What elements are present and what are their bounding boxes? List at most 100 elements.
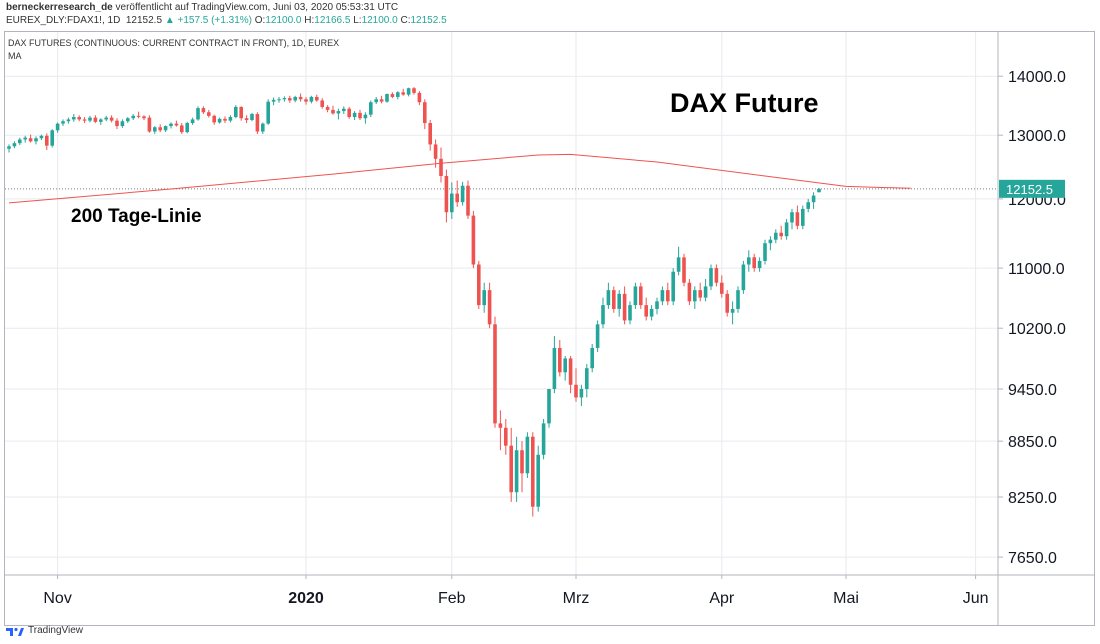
candle[interactable] bbox=[622, 286, 627, 325]
candle[interactable] bbox=[676, 246, 681, 276]
candle[interactable] bbox=[320, 98, 324, 109]
candle[interactable] bbox=[531, 432, 535, 517]
candle[interactable] bbox=[369, 100, 373, 118]
candle[interactable] bbox=[109, 115, 114, 123]
candle[interactable] bbox=[633, 282, 638, 309]
candle[interactable] bbox=[352, 111, 357, 121]
candle[interactable] bbox=[579, 384, 584, 406]
candle[interactable] bbox=[406, 87, 411, 97]
candle[interactable] bbox=[374, 96, 378, 104]
candle[interactable] bbox=[741, 260, 746, 294]
candle[interactable] bbox=[671, 268, 675, 306]
candle[interactable] bbox=[752, 253, 756, 272]
candle[interactable] bbox=[288, 95, 292, 103]
candle[interactable] bbox=[709, 264, 713, 291]
candle[interactable] bbox=[223, 116, 227, 124]
candle[interactable] bbox=[444, 169, 449, 223]
candle[interactable] bbox=[466, 180, 470, 220]
candle[interactable] bbox=[487, 282, 492, 329]
candle[interactable] bbox=[77, 115, 81, 122]
candle[interactable] bbox=[304, 96, 308, 105]
candle[interactable] bbox=[385, 93, 389, 103]
candle[interactable] bbox=[493, 316, 497, 428]
candle[interactable] bbox=[682, 253, 686, 287]
candle[interactable] bbox=[163, 125, 168, 133]
candle[interactable] bbox=[261, 122, 265, 134]
candle[interactable] bbox=[784, 219, 789, 240]
candle[interactable] bbox=[644, 297, 648, 321]
candle[interactable] bbox=[126, 117, 130, 124]
candle[interactable] bbox=[196, 106, 200, 121]
candle[interactable] bbox=[666, 282, 670, 306]
candle[interactable] bbox=[158, 124, 162, 133]
candle[interactable] bbox=[428, 120, 432, 151]
candle[interactable] bbox=[401, 88, 405, 96]
candle[interactable] bbox=[185, 121, 189, 134]
candle[interactable] bbox=[250, 112, 254, 122]
candle[interactable] bbox=[687, 279, 692, 306]
candle[interactable] bbox=[217, 117, 222, 124]
candle[interactable] bbox=[639, 282, 643, 309]
candle[interactable] bbox=[93, 115, 98, 124]
candle[interactable] bbox=[811, 192, 816, 209]
candle[interactable] bbox=[169, 122, 173, 129]
candle[interactable] bbox=[136, 111, 141, 119]
candle[interactable] bbox=[358, 109, 362, 121]
candle[interactable] bbox=[590, 343, 594, 373]
candle[interactable] bbox=[104, 115, 108, 122]
candle[interactable] bbox=[563, 355, 567, 381]
candle[interactable] bbox=[153, 126, 157, 134]
candle[interactable] bbox=[190, 117, 195, 125]
candle[interactable] bbox=[131, 114, 135, 121]
candle[interactable] bbox=[433, 139, 438, 168]
candle[interactable] bbox=[455, 180, 459, 207]
candle[interactable] bbox=[347, 106, 351, 119]
candle[interactable] bbox=[450, 182, 454, 220]
author-name[interactable]: berneckerresearch_de bbox=[6, 2, 113, 13]
candle[interactable] bbox=[7, 144, 11, 153]
candle[interactable] bbox=[757, 257, 762, 272]
candle[interactable] bbox=[142, 115, 146, 121]
candle[interactable] bbox=[720, 275, 724, 298]
candle[interactable] bbox=[601, 297, 605, 329]
candle[interactable] bbox=[747, 250, 751, 272]
candle[interactable] bbox=[460, 181, 465, 206]
candle[interactable] bbox=[774, 229, 778, 244]
candle[interactable] bbox=[806, 198, 810, 213]
candle[interactable] bbox=[315, 94, 319, 102]
candle[interactable] bbox=[817, 187, 821, 193]
candle[interactable] bbox=[477, 260, 481, 309]
candle[interactable] bbox=[147, 115, 152, 133]
candle[interactable] bbox=[228, 115, 233, 123]
candle[interactable] bbox=[655, 297, 659, 315]
candle[interactable] bbox=[201, 106, 206, 115]
candle[interactable] bbox=[790, 208, 794, 230]
candle[interactable] bbox=[363, 112, 368, 124]
candle[interactable] bbox=[99, 118, 103, 125]
candle[interactable] bbox=[244, 115, 249, 124]
candle[interactable] bbox=[730, 301, 735, 325]
candle[interactable] bbox=[66, 117, 71, 124]
candle[interactable] bbox=[72, 114, 76, 122]
candle[interactable] bbox=[212, 114, 216, 125]
candle[interactable] bbox=[207, 109, 211, 118]
candle[interactable] bbox=[725, 290, 729, 317]
candle[interactable] bbox=[390, 92, 395, 99]
candle[interactable] bbox=[649, 305, 654, 321]
candle[interactable] bbox=[423, 99, 427, 130]
candle[interactable] bbox=[309, 95, 314, 104]
candle[interactable] bbox=[509, 427, 513, 502]
candle[interactable] bbox=[536, 445, 540, 512]
candle[interactable] bbox=[331, 105, 335, 115]
candle[interactable] bbox=[336, 108, 341, 120]
candle[interactable] bbox=[768, 236, 773, 251]
candle[interactable] bbox=[39, 134, 44, 141]
candle[interactable] bbox=[417, 91, 422, 106]
candle[interactable] bbox=[514, 436, 519, 502]
candle[interactable] bbox=[552, 336, 557, 394]
candle[interactable] bbox=[558, 339, 562, 377]
candle[interactable] bbox=[12, 141, 17, 149]
candle[interactable] bbox=[504, 419, 508, 455]
candle[interactable] bbox=[396, 91, 400, 100]
candle[interactable] bbox=[34, 136, 38, 145]
